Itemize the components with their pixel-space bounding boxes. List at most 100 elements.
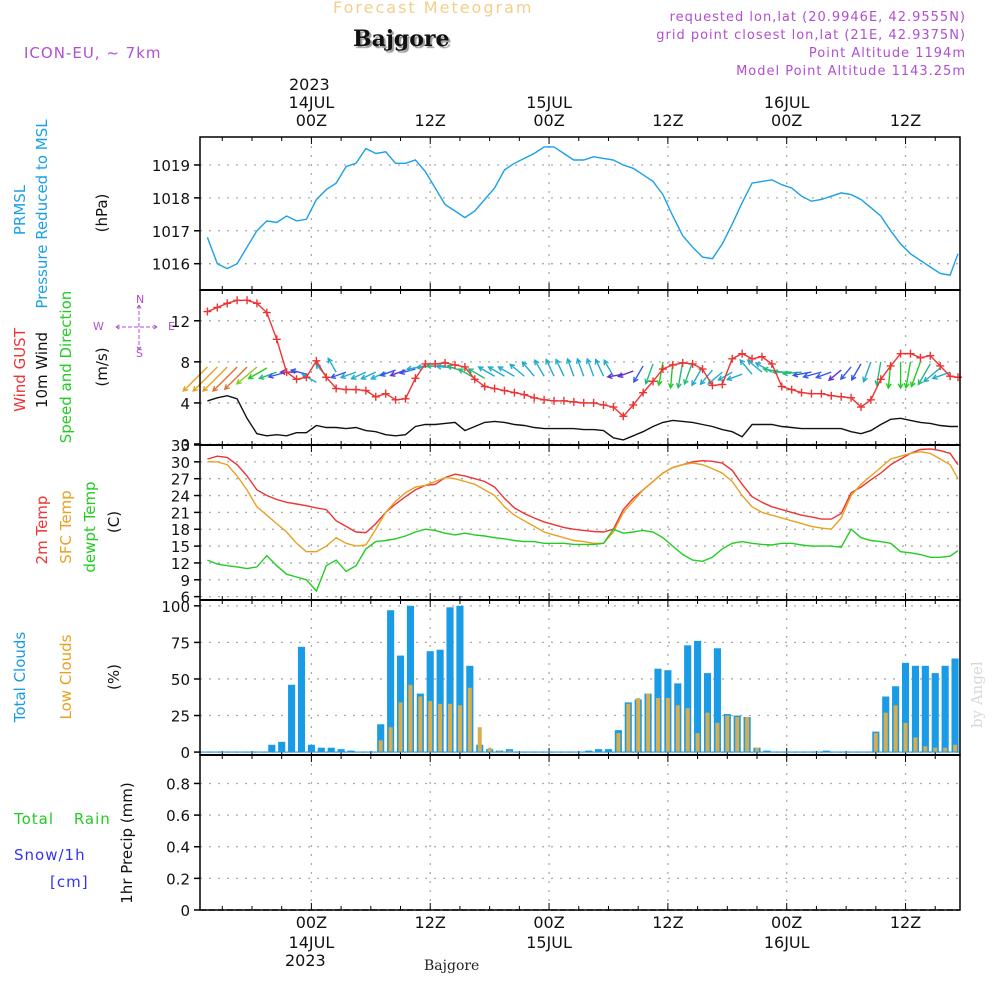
- wind-arrow: [739, 359, 753, 375]
- total-cloud-bar: [911, 665, 920, 753]
- gust-marker: [649, 377, 658, 386]
- precip-legend-snow-label: Snow/1h: [14, 846, 86, 864]
- wind-arrow-head: [675, 382, 682, 390]
- gust-marker: [282, 368, 291, 377]
- y-tick-label: 100: [161, 598, 190, 616]
- gust-marker: [797, 388, 806, 397]
- wind-arrow: [863, 361, 872, 382]
- low-cloud-bar: [735, 716, 740, 753]
- wind-arrow-head: [327, 357, 333, 364]
- y-tick-label: 4: [180, 395, 190, 413]
- product-title: Forecast Meteogram: [333, 0, 534, 17]
- wind-arrow: [268, 371, 287, 378]
- low-cloud-bar: [408, 684, 413, 753]
- wind-arrow-head: [699, 379, 706, 386]
- wind-arrow-head: [398, 369, 406, 375]
- wind-arrow-head: [683, 378, 689, 386]
- y-tick-label: 18: [171, 521, 190, 539]
- gust-marker: [946, 372, 955, 381]
- wind-arrow-head: [617, 372, 624, 378]
- gust-marker: [777, 382, 786, 391]
- wind-arrow-head: [885, 383, 892, 390]
- low-cloud-bar: [873, 733, 878, 753]
- gust-marker: [936, 361, 945, 370]
- low-cloud-bar: [507, 750, 512, 753]
- gust-marker: [262, 308, 271, 317]
- wind-arrow: [259, 371, 277, 380]
- gust-marker: [688, 359, 697, 368]
- wind-arrow: [498, 366, 515, 377]
- wind-arrow: [840, 366, 852, 380]
- low-cloud-bar: [705, 712, 710, 753]
- low-cloud-bar: [418, 696, 423, 753]
- wind-arrow-head: [223, 384, 230, 391]
- wind-arrow-head: [566, 357, 572, 364]
- wind-arrow-head: [446, 364, 453, 371]
- gust-marker: [629, 400, 638, 409]
- top-axis-date: 14JUL: [288, 93, 335, 112]
- low-cloud-bar: [943, 747, 948, 753]
- wind-arrow-head: [839, 374, 846, 381]
- gust-marker: [658, 365, 667, 374]
- y-tick-label: 33: [171, 437, 190, 455]
- top-axis-date: 16JUL: [763, 93, 810, 112]
- gust-marker: [213, 303, 222, 312]
- series-line-prmsl: [206, 146, 959, 276]
- wind-arrow: [923, 367, 941, 383]
- low-cloud-bar: [725, 715, 730, 753]
- wind-arrow: [302, 373, 317, 383]
- y-tick-label: 25: [171, 708, 190, 726]
- wind-arrow: [340, 371, 357, 379]
- total-cloud-bar: [446, 607, 454, 753]
- wind-arrow-head: [827, 375, 835, 382]
- low-cloud-bar: [655, 697, 660, 753]
- total-cloud-bar: [595, 749, 603, 753]
- wind-arrow-head: [289, 368, 297, 375]
- compass-south: S: [136, 347, 143, 360]
- wind-arrow: [618, 370, 634, 378]
- wind-arrow-head: [477, 366, 484, 372]
- wind-arrow: [380, 369, 396, 377]
- gust-marker: [954, 373, 963, 382]
- wind-arrow: [224, 366, 248, 390]
- series-line-sfc-temp: [207, 450, 959, 553]
- gust-marker: [926, 351, 935, 360]
- panel-frame: [199, 599, 961, 756]
- low-cloud-bar: [893, 705, 898, 753]
- gust-marker: [668, 360, 677, 369]
- wind-arrow: [905, 361, 912, 388]
- y-tick-label: 30: [171, 454, 190, 472]
- total-cloud-bar: [763, 750, 771, 753]
- wind-arrow-head: [754, 362, 761, 368]
- top-axis-time: 12Z: [652, 111, 684, 130]
- wind-arrow-head: [329, 373, 337, 379]
- wind-arrow-head: [457, 368, 464, 374]
- gust-marker: [550, 396, 559, 405]
- low-cloud-bar: [745, 716, 750, 753]
- total-cloud-bar: [931, 673, 939, 753]
- total-cloud-bar: [941, 665, 949, 753]
- gust-marker: [292, 375, 301, 384]
- low-cloud-bar: [715, 722, 720, 753]
- low-cloud-bar: [953, 744, 958, 753]
- wind-arrow-head: [235, 378, 242, 385]
- wind-arrow: [677, 361, 684, 388]
- wind-arrow: [566, 358, 575, 377]
- wind-arrow-head: [258, 374, 265, 380]
- gust-marker: [332, 384, 341, 393]
- gust-marker: [470, 375, 479, 384]
- total-cloud-bar: [327, 747, 335, 753]
- gust-marker: [569, 397, 578, 406]
- wind-arrow: [509, 363, 525, 377]
- bottom-axis-time: 00Z: [533, 913, 565, 932]
- top-axis-time: 12Z: [414, 111, 446, 130]
- bottom-axis-date: 15JUL: [526, 933, 572, 952]
- wind-arrow-head: [509, 363, 516, 370]
- gust-marker: [757, 352, 766, 361]
- wind-arrow-head: [922, 376, 930, 383]
- wind-arrow-head: [267, 372, 274, 379]
- low-cloud-bar: [438, 703, 443, 753]
- series-line-wind-gust: [207, 299, 959, 418]
- top-axis-time: 00Z: [533, 111, 565, 130]
- total-cloud-bar: [505, 749, 514, 753]
